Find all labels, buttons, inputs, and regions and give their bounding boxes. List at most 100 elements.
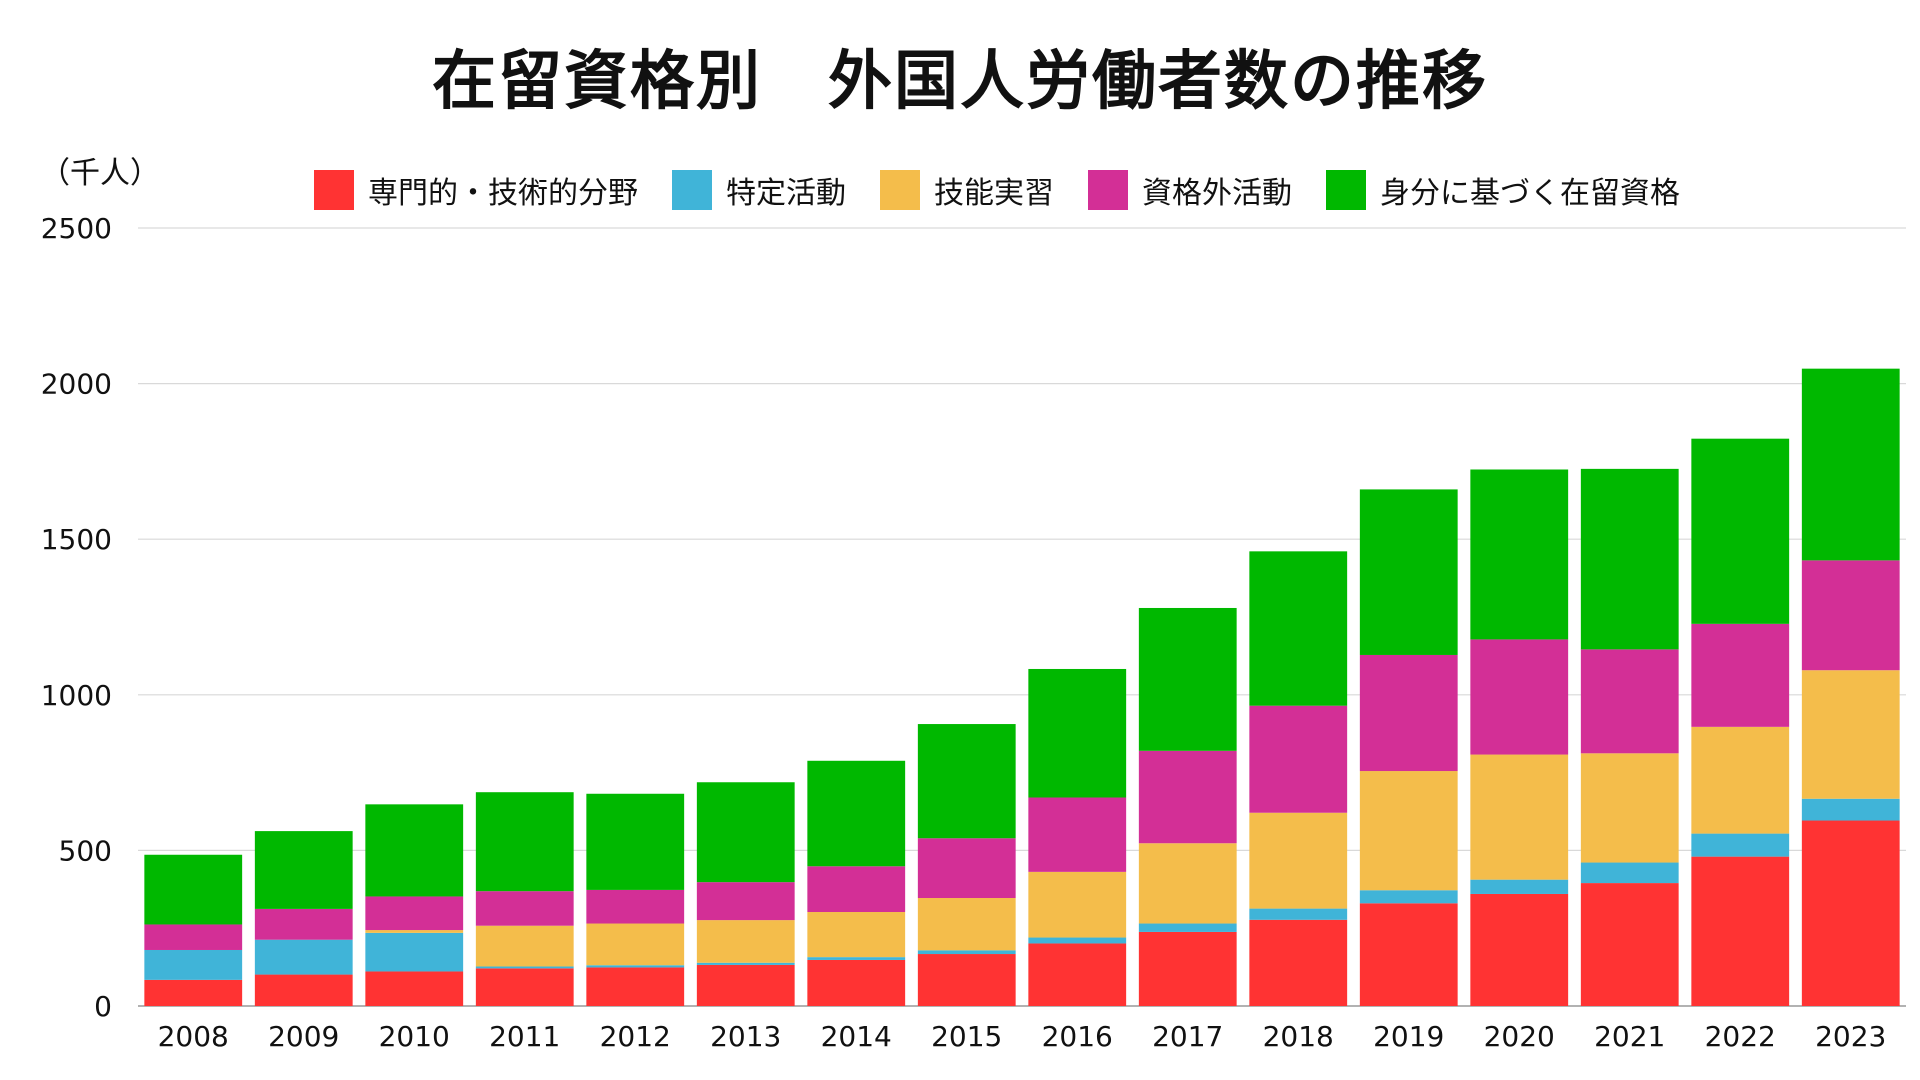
- legend: 専門的・技術的分野 特定活動 技能実習 資格外活動 身分に基づく在留資格: [314, 168, 1680, 212]
- bar-2016-series-4: [1028, 668, 1127, 798]
- x-tick-label-2012: 2012: [600, 1020, 671, 1053]
- x-tick-label-2018: 2018: [1263, 1020, 1334, 1053]
- x-tick-label-2008: 2008: [158, 1020, 229, 1053]
- bar-2008-series-1: [144, 949, 243, 980]
- legend-swatch-non-qualified: [1088, 170, 1128, 210]
- bar-2009-series-4: [254, 831, 353, 909]
- bar-2012-series-4: [586, 793, 685, 890]
- x-tick-label-2010: 2010: [379, 1020, 450, 1053]
- y-tick-label-0: 0: [94, 990, 112, 1023]
- bar-2013-series-4: [696, 782, 795, 883]
- bar-2017-series-1: [1138, 923, 1237, 932]
- bar-2010-series-1: [365, 932, 464, 972]
- x-tick-label-2019: 2019: [1373, 1020, 1444, 1053]
- y-tick-label-1000: 1000: [41, 679, 112, 712]
- x-tick-label-2020: 2020: [1484, 1020, 1555, 1053]
- bar-2009-series-0: [254, 974, 353, 1006]
- legend-label-designated: 特定活動: [726, 176, 846, 211]
- bar-2009-series-1: [254, 939, 353, 975]
- bar-2020-series-1: [1470, 879, 1569, 894]
- x-tick-label-2013: 2013: [710, 1020, 781, 1053]
- bar-2009-series-3: [254, 908, 353, 940]
- bar-2011-series-3: [475, 891, 574, 926]
- bar-2023-series-2: [1801, 670, 1900, 799]
- bar-2015-series-1: [917, 950, 1016, 955]
- legend-swatch-designated: [672, 170, 712, 210]
- legend-swatch-professional: [314, 170, 354, 210]
- bar-2019-series-4: [1359, 489, 1458, 655]
- bar-2015-series-4: [917, 724, 1016, 839]
- bar-2021-series-4: [1580, 468, 1679, 650]
- y-tick-label-500: 500: [59, 834, 112, 867]
- bar-2010-series-4: [365, 804, 464, 897]
- y-tick-label-2000: 2000: [41, 368, 112, 401]
- bar-2012-series-3: [586, 889, 685, 924]
- bar-2013-series-1: [696, 962, 795, 965]
- bar-2018-series-3: [1249, 705, 1348, 813]
- legend-label-trainee: 技能実習: [934, 176, 1054, 211]
- bar-2012-series-1: [586, 965, 685, 968]
- bar-2010-series-3: [365, 896, 464, 931]
- bar-2013-series-0: [696, 964, 795, 1006]
- bar-2021-series-2: [1580, 753, 1679, 863]
- x-tick-label-2017: 2017: [1152, 1020, 1223, 1053]
- bar-2016-series-2: [1028, 871, 1127, 938]
- bar-2019-series-3: [1359, 654, 1458, 772]
- bar-2018-series-0: [1249, 919, 1348, 1006]
- bar-2018-series-1: [1249, 908, 1348, 920]
- bar-2008-series-3: [144, 924, 243, 950]
- bar-2016-series-3: [1028, 797, 1127, 872]
- legend-item-trainee: 技能実習: [880, 168, 1054, 212]
- legend-item-professional: 専門的・技術的分野: [314, 168, 638, 212]
- legend-label-professional: 専門的・技術的分野: [368, 176, 638, 211]
- legend-item-status-based: 身分に基づく在留資格: [1326, 168, 1680, 212]
- bar-2011-series-1: [475, 966, 574, 969]
- bar-2022-series-3: [1691, 623, 1790, 727]
- x-tick-label-2023: 2023: [1815, 1020, 1886, 1053]
- bar-2015-series-2: [917, 898, 1016, 951]
- x-tick-label-2022: 2022: [1705, 1020, 1776, 1053]
- bar-2011-series-0: [475, 968, 574, 1006]
- legend-label-status-based: 身分に基づく在留資格: [1380, 176, 1680, 211]
- bar-2019-series-1: [1359, 890, 1458, 904]
- bar-2016-series-0: [1028, 943, 1127, 1006]
- x-tick-label-2009: 2009: [268, 1020, 339, 1053]
- bar-2008-series-0: [144, 979, 243, 1006]
- x-tick-label-2015: 2015: [931, 1020, 1002, 1053]
- y-tick-label-1500: 1500: [41, 523, 112, 556]
- bar-2015-series-3: [917, 838, 1016, 899]
- bar-2014-series-4: [807, 760, 906, 867]
- bar-2014-series-0: [807, 959, 906, 1006]
- bar-2012-series-0: [586, 967, 685, 1006]
- bar-2014-series-1: [807, 957, 906, 960]
- x-tick-label-2021: 2021: [1594, 1020, 1665, 1053]
- legend-label-non-qualified: 資格外活動: [1142, 176, 1292, 211]
- bar-2020-series-4: [1470, 469, 1569, 640]
- bar-2021-series-3: [1580, 649, 1679, 754]
- bar-2018-series-2: [1249, 812, 1348, 909]
- bar-2021-series-0: [1580, 883, 1679, 1006]
- bar-2023-series-4: [1801, 368, 1900, 561]
- bar-2020-series-2: [1470, 754, 1569, 880]
- bar-2013-series-2: [696, 920, 795, 963]
- bar-2020-series-0: [1470, 893, 1569, 1006]
- bar-2023-series-0: [1801, 820, 1900, 1006]
- bar-2015-series-0: [917, 954, 1016, 1006]
- bar-2011-series-2: [475, 925, 574, 967]
- bar-2022-series-4: [1691, 438, 1790, 624]
- bar-2022-series-2: [1691, 726, 1790, 834]
- bar-2018-series-4: [1249, 551, 1348, 706]
- y-tick-label-2500: 2500: [41, 212, 112, 245]
- bar-2022-series-0: [1691, 856, 1790, 1006]
- legend-swatch-trainee: [880, 170, 920, 210]
- chart-title: 在留資格別 外国人労働者数の推移: [432, 45, 1488, 119]
- legend-item-designated: 特定活動: [672, 168, 846, 212]
- x-tick-label-2011: 2011: [489, 1020, 560, 1053]
- bar-2013-series-3: [696, 882, 795, 921]
- y-axis-unit-label: （千人）: [40, 156, 160, 191]
- bar-2022-series-1: [1691, 833, 1790, 857]
- bar-2017-series-0: [1138, 931, 1237, 1006]
- bar-2012-series-2: [586, 923, 685, 966]
